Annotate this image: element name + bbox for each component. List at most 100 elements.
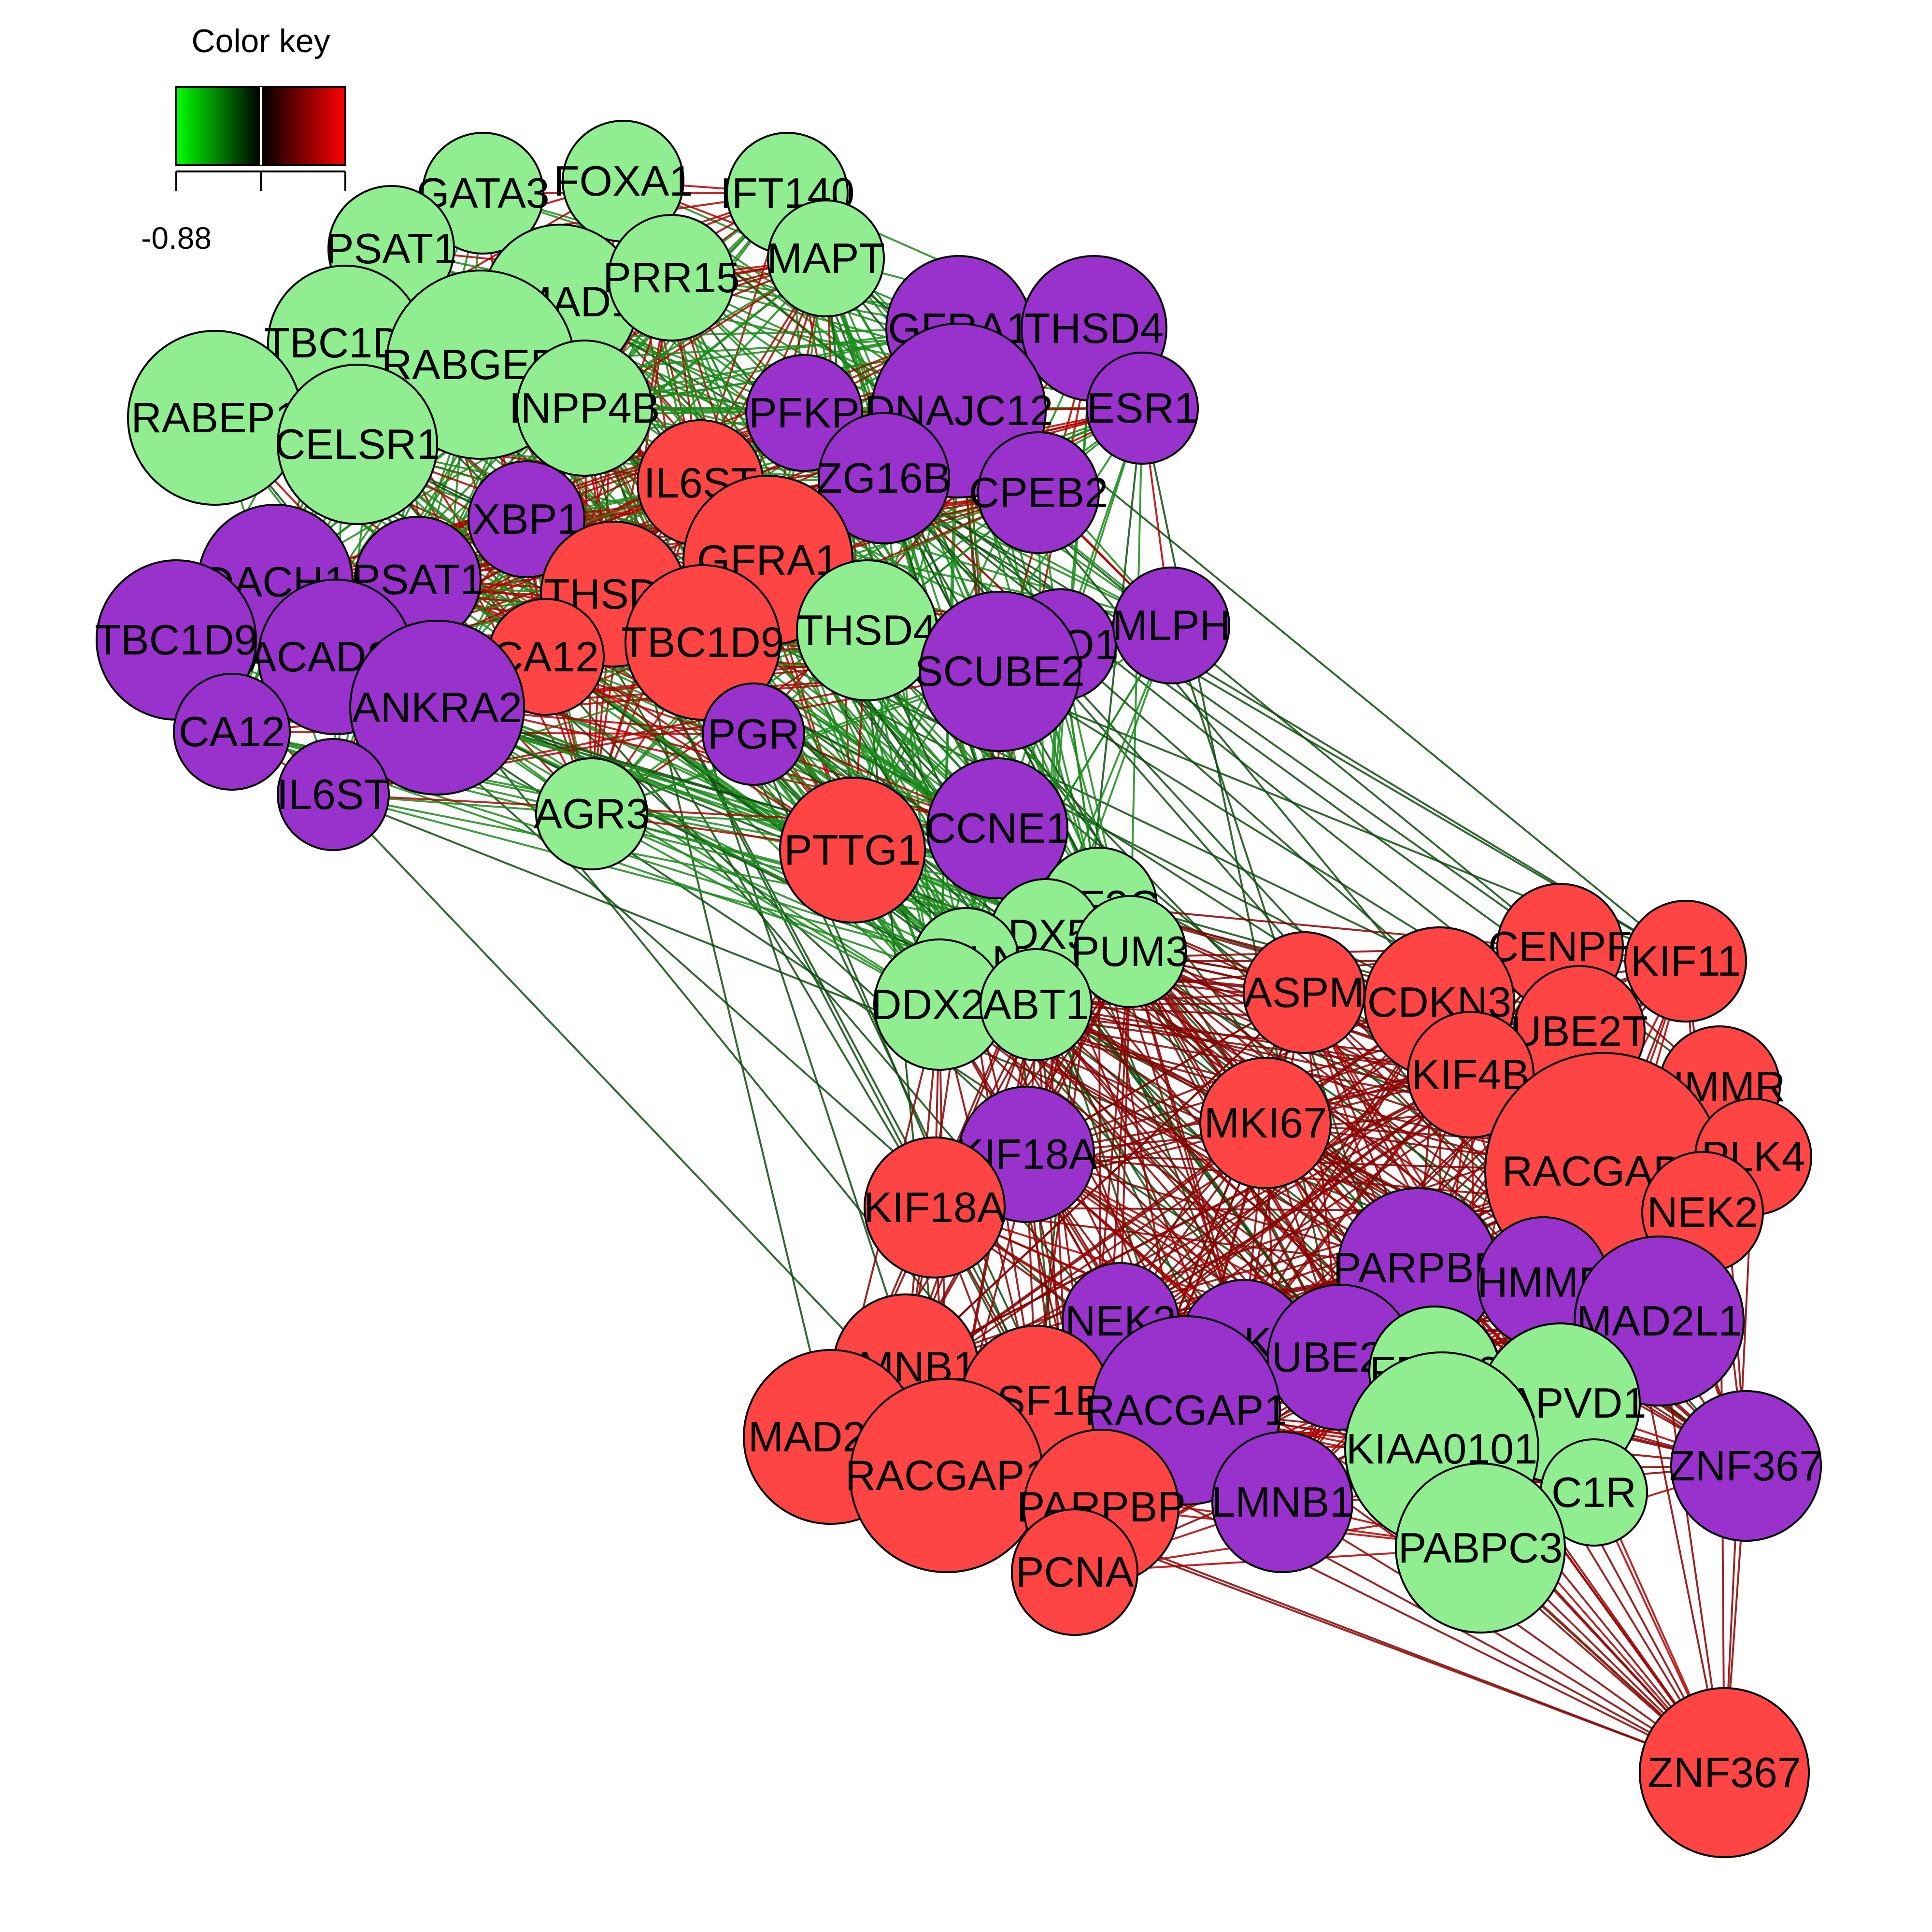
node-label: CA12 (179, 708, 285, 755)
node-circle[interactable] (864, 1136, 1006, 1279)
node-label: TBC1D9 (621, 618, 784, 666)
node-esr1-purple[interactable]: ESR1 (1086, 352, 1199, 465)
node-label: CCNE1 (925, 804, 1069, 852)
node-ccne1-purple[interactable]: CCNE1 (925, 757, 1069, 899)
node-label: MKI67 (1204, 1099, 1327, 1147)
node-label: CPEB2 (969, 469, 1108, 516)
node-tbc1d9-red[interactable]: TBC1D9 (621, 564, 784, 721)
node-lmnb1-purple[interactable]: LMNB1 (1211, 1431, 1353, 1573)
node-pttg1-red[interactable]: PTTG1 (779, 777, 926, 923)
node-pum3-green[interactable]: PUM3 (1071, 895, 1190, 1008)
node-thsd4-green[interactable]: THSD4 (796, 559, 938, 701)
node-label: KIAA0101 (1346, 1425, 1537, 1473)
node-aspm-red[interactable]: ASPM (1243, 931, 1365, 1054)
node-circle[interactable] (516, 340, 653, 477)
node-label: ABT1 (983, 980, 1089, 1028)
node-circle[interactable] (277, 364, 438, 525)
node-kif11-red[interactable]: KIF11 (1624, 900, 1747, 1023)
node-circle[interactable] (926, 757, 1068, 899)
node-mlph-purple[interactable]: MLPH (1112, 567, 1231, 684)
edge-n37-n44 (333, 794, 966, 962)
node-circle[interactable] (980, 948, 1093, 1061)
node-pabpc3-green[interactable]: PABPC3 (1395, 1463, 1566, 1634)
node-racgap1-red[interactable]: RACGAP1 (845, 1378, 1049, 1573)
node-label: FOXA1 (554, 157, 693, 205)
node-circle[interactable] (1074, 895, 1187, 1008)
node-label: ESR1 (1087, 384, 1198, 432)
node-label: KIF4B (1412, 1051, 1530, 1098)
node-circle[interactable] (1407, 1011, 1534, 1138)
node-label: PRR15 (603, 254, 740, 301)
node-circle[interactable] (767, 199, 885, 317)
node-label: XBP1 (472, 495, 581, 543)
node-celsr1-green[interactable]: CELSR1 (275, 364, 440, 525)
node-label: ZG16B (817, 454, 952, 502)
node-ankra2-purple[interactable]: ANKRA2 (349, 620, 525, 796)
node-pcna-red[interactable]: PCNA (1011, 1508, 1138, 1636)
node-scube2-purple[interactable]: SCUBE2 (915, 591, 1085, 752)
node-kif4b-red[interactable]: KIF4B (1407, 1011, 1534, 1138)
node-circle[interactable] (977, 431, 1100, 554)
node-label: C1R (1551, 1468, 1636, 1516)
node-circle[interactable] (608, 214, 735, 341)
node-circle[interactable] (277, 738, 390, 851)
node-il6st-purple[interactable]: IL6ST (277, 738, 390, 851)
node-circle[interactable] (919, 591, 1080, 752)
node-label: KIF11 (1631, 937, 1741, 985)
node-circle[interactable] (535, 757, 648, 870)
node-ca12-purple[interactable]: CA12 (173, 673, 291, 791)
edge-n18-n48 (883, 477, 1687, 962)
node-circle[interactable] (779, 777, 926, 923)
node-label: ZNF367 (1648, 1748, 1801, 1796)
node-circle[interactable] (702, 682, 805, 786)
node-label: CELSR1 (275, 420, 440, 468)
node-circle[interactable] (349, 620, 525, 796)
node-circle[interactable] (625, 564, 781, 721)
node-label: PSAT1 (326, 225, 457, 272)
node-znf367-purple[interactable]: ZNF367 (1669, 1390, 1823, 1542)
node-label: MAPT (767, 234, 885, 282)
node-circle[interactable] (422, 132, 544, 255)
node-xbp1-purple[interactable]: XBP1 (468, 460, 585, 578)
node-foxa1-green[interactable]: FOXA1 (554, 120, 693, 242)
edge-n37-n42 (333, 794, 1046, 936)
node-label: CENPF (1488, 923, 1632, 970)
node-cpeb2-purple[interactable]: CPEB2 (969, 431, 1108, 554)
node-label: PTTG1 (784, 826, 921, 874)
node-circle[interactable] (1211, 1431, 1353, 1573)
node-gata3-green[interactable]: GATA3 (416, 132, 550, 255)
node-prr15-green[interactable]: PRR15 (603, 214, 740, 341)
node-circle[interactable] (173, 673, 291, 791)
node-circle[interactable] (1011, 1508, 1138, 1636)
node-label: ANKRA2 (352, 683, 522, 731)
node-mki67-red[interactable]: MKI67 (1199, 1057, 1332, 1189)
color-key-title: Color key (191, 23, 330, 59)
node-label: IL6ST (277, 770, 390, 818)
node-pgr-purple[interactable]: PGR (702, 682, 805, 786)
node-znf367-red[interactable]: ZNF367 (1639, 1687, 1810, 1858)
node-label: RACGAP1 (1084, 1386, 1288, 1434)
node-circle[interactable] (1624, 900, 1747, 1023)
node-circle[interactable] (468, 460, 585, 578)
node-circle[interactable] (1086, 352, 1199, 465)
node-circle[interactable] (818, 412, 950, 544)
node-circle[interactable] (1199, 1057, 1332, 1189)
node-mapt-green[interactable]: MAPT (767, 199, 885, 317)
node-agr3-green[interactable]: AGR3 (534, 757, 650, 870)
node-rabep1-green[interactable]: RABEP1 (127, 330, 303, 506)
node-abt1-green[interactable]: ABT1 (980, 948, 1093, 1061)
edge-n52-n66 (905, 1074, 1471, 1368)
node-inpp4b-green[interactable]: INPP4B (509, 340, 660, 477)
node-kif18a-red[interactable]: KIF18A (864, 1136, 1006, 1279)
node-circle[interactable] (1395, 1463, 1566, 1634)
node-label: SCUBE2 (915, 647, 1085, 695)
node-circle[interactable] (1639, 1687, 1810, 1858)
node-label: ASPM (1244, 968, 1364, 1016)
node-circle[interactable] (1112, 567, 1230, 684)
color-key-legend: Color key -0.88 (141, 23, 346, 256)
node-label: THSD4 (797, 606, 937, 654)
node-zg16b-purple[interactable]: ZG16B (817, 412, 952, 544)
node-circle[interactable] (1670, 1390, 1822, 1542)
node-label: KIF18A (864, 1183, 1006, 1231)
